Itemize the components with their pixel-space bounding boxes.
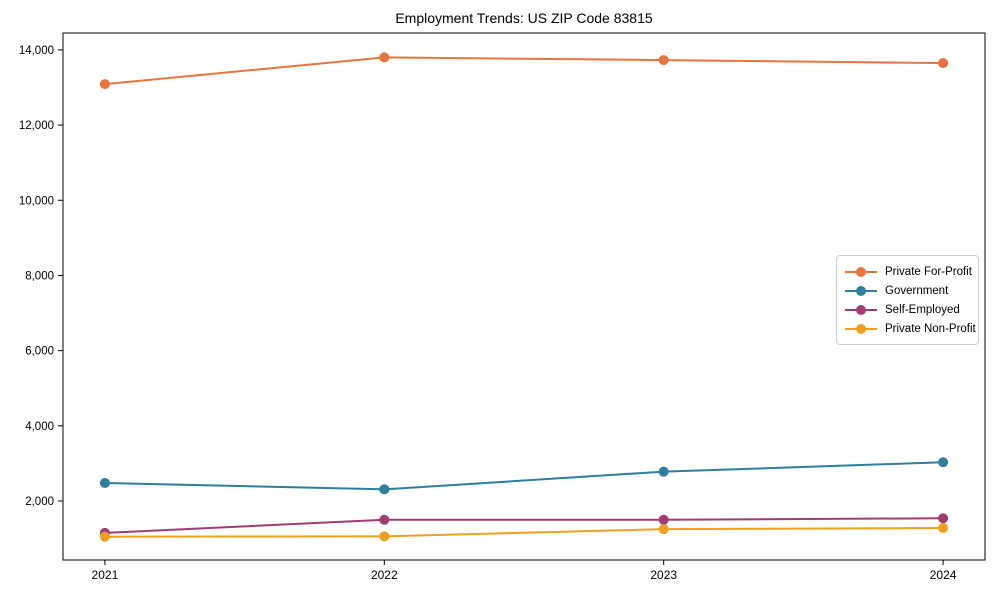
legend: Private For-Profit Government Self-Emplo…	[836, 255, 979, 345]
legend-label: Private Non-Profit	[885, 322, 976, 335]
data-point-private-non-profit	[658, 524, 669, 535]
chart-title: Employment Trends: US ZIP Code 83815	[395, 10, 653, 26]
data-point-self-employed	[379, 514, 390, 525]
data-point-self-employed	[658, 514, 669, 525]
line-dot-marker-icon	[845, 323, 877, 334]
legend-item-government: Government	[844, 281, 970, 300]
plot-frame	[62, 32, 986, 561]
data-point-private-non-profit	[379, 531, 390, 542]
legend-item-private-non-profit: Private Non-Profit	[844, 319, 976, 338]
y-tick-label: 6,000	[25, 346, 54, 358]
x-tick-label: 2024	[930, 568, 957, 582]
series-line-self-employed	[104, 517, 944, 534]
y-tick-label: 8,000	[25, 270, 54, 282]
data-point-private-non-profit	[938, 523, 949, 534]
data-point-government	[379, 484, 390, 495]
data-point-private-for-profit	[658, 55, 669, 66]
legend-label: Private For-Profit	[885, 265, 972, 278]
data-point-private-non-profit	[99, 531, 110, 542]
series-line-private-non-profit	[104, 527, 944, 538]
data-point-private-for-profit	[379, 52, 390, 63]
y-tick-label: 4,000	[25, 421, 54, 433]
x-tick-label: 2022	[371, 568, 398, 582]
x-tick-label: 2023	[650, 568, 677, 582]
legend-label: Self-Employed	[885, 303, 960, 316]
y-tick-label: 2,000	[25, 496, 54, 508]
data-point-government	[99, 477, 110, 488]
data-point-private-for-profit	[938, 58, 949, 69]
data-point-government	[938, 457, 949, 468]
data-point-self-employed	[938, 513, 949, 524]
y-tick-label: 14,000	[19, 45, 54, 57]
line-dot-marker-icon	[845, 285, 877, 296]
series-line-government	[104, 461, 944, 491]
legend-label: Government	[885, 284, 949, 297]
x-tick-label: 2021	[92, 568, 119, 582]
y-tick-label: 12,000	[19, 120, 54, 132]
series-line-private-for-profit	[104, 56, 944, 86]
legend-item-private-for-profit: Private For-Profit	[844, 262, 972, 281]
data-point-private-for-profit	[99, 79, 110, 90]
data-point-government	[658, 466, 669, 477]
legend-item-self-employed: Self-Employed	[844, 300, 970, 319]
line-dot-marker-icon	[845, 304, 877, 315]
y-tick-label: 10,000	[19, 195, 54, 207]
line-dot-marker-icon	[845, 266, 877, 277]
